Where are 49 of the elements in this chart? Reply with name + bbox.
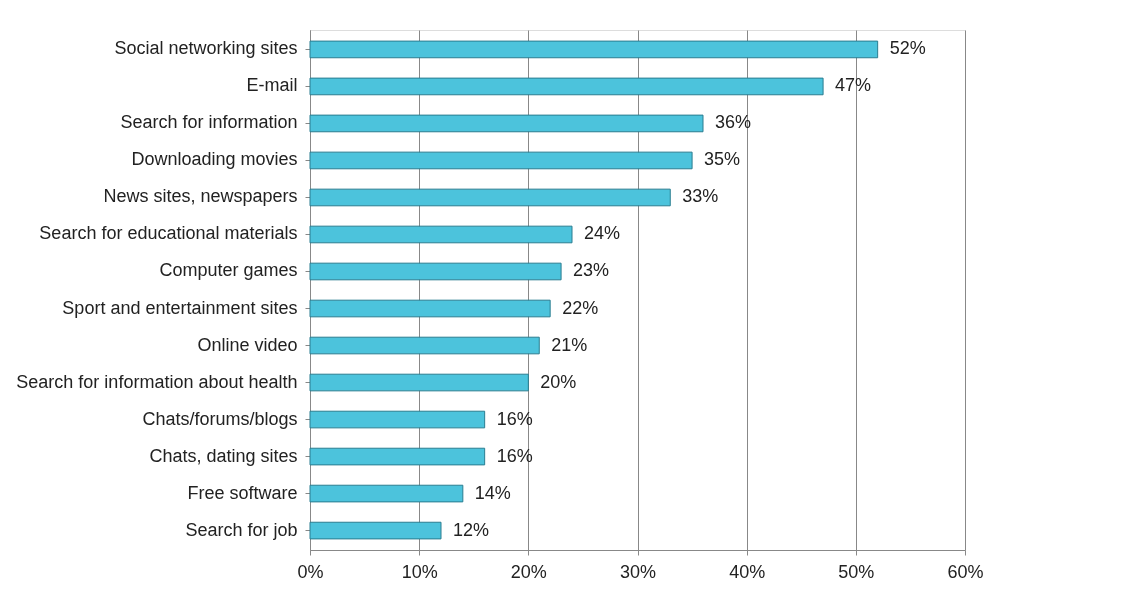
data-label: 35%	[704, 149, 741, 170]
data-label: 16%	[496, 445, 533, 466]
bar	[309, 299, 551, 318]
data-label: 47%	[835, 75, 872, 96]
y-tick-label: Chats/forums/blogs	[142, 408, 298, 429]
y-tick-label: Free software	[187, 482, 298, 503]
x-tick-label: 20%	[510, 561, 547, 582]
y-tick-label: Downloading movies	[131, 149, 298, 170]
bar	[309, 151, 693, 170]
y-tick-label: Search for information about health	[16, 371, 298, 392]
x-tick-label: 30%	[619, 561, 657, 582]
data-label: 33%	[682, 186, 719, 207]
data-label: 22%	[562, 297, 599, 318]
data-label: 16%	[496, 408, 533, 429]
data-label: 52%	[889, 38, 926, 59]
bar	[309, 225, 573, 244]
data-label: 21%	[551, 334, 588, 355]
y-tick-label: News sites, newspapers	[103, 186, 298, 207]
data-label: 14%	[474, 482, 511, 503]
y-tick-label: Social networking sites	[114, 38, 298, 59]
y-tick-label: Sport and entertainment sites	[62, 297, 298, 318]
bar	[309, 447, 486, 466]
x-tick-label: 50%	[838, 561, 875, 582]
bar	[309, 262, 562, 281]
y-tick-label: Search for educational materials	[39, 223, 298, 244]
data-label: 23%	[573, 260, 610, 281]
x-tick-label: 60%	[947, 561, 984, 582]
data-label: 12%	[453, 519, 490, 540]
x-tick-label: 0%	[297, 561, 324, 582]
bar	[309, 410, 486, 429]
y-tick-label: Chats, dating sites	[149, 445, 298, 466]
y-tick-label: Search for information	[120, 112, 298, 133]
bar	[309, 336, 540, 355]
x-tick-label: 10%	[401, 561, 438, 582]
bar	[309, 114, 704, 133]
y-tick-label: Online video	[197, 334, 298, 355]
bar	[309, 484, 464, 503]
bar	[309, 521, 442, 540]
data-label: 36%	[715, 112, 752, 133]
data-label: 20%	[540, 371, 577, 392]
y-tick-label: Computer games	[159, 260, 298, 281]
y-tick-label: E-mail	[246, 75, 298, 96]
bar	[309, 188, 671, 207]
bar	[309, 40, 879, 59]
data-label: 24%	[584, 223, 621, 244]
bar	[309, 373, 529, 392]
x-tick-label: 40%	[729, 561, 766, 582]
y-tick-label: Search for job	[185, 519, 298, 540]
bar	[309, 77, 824, 96]
